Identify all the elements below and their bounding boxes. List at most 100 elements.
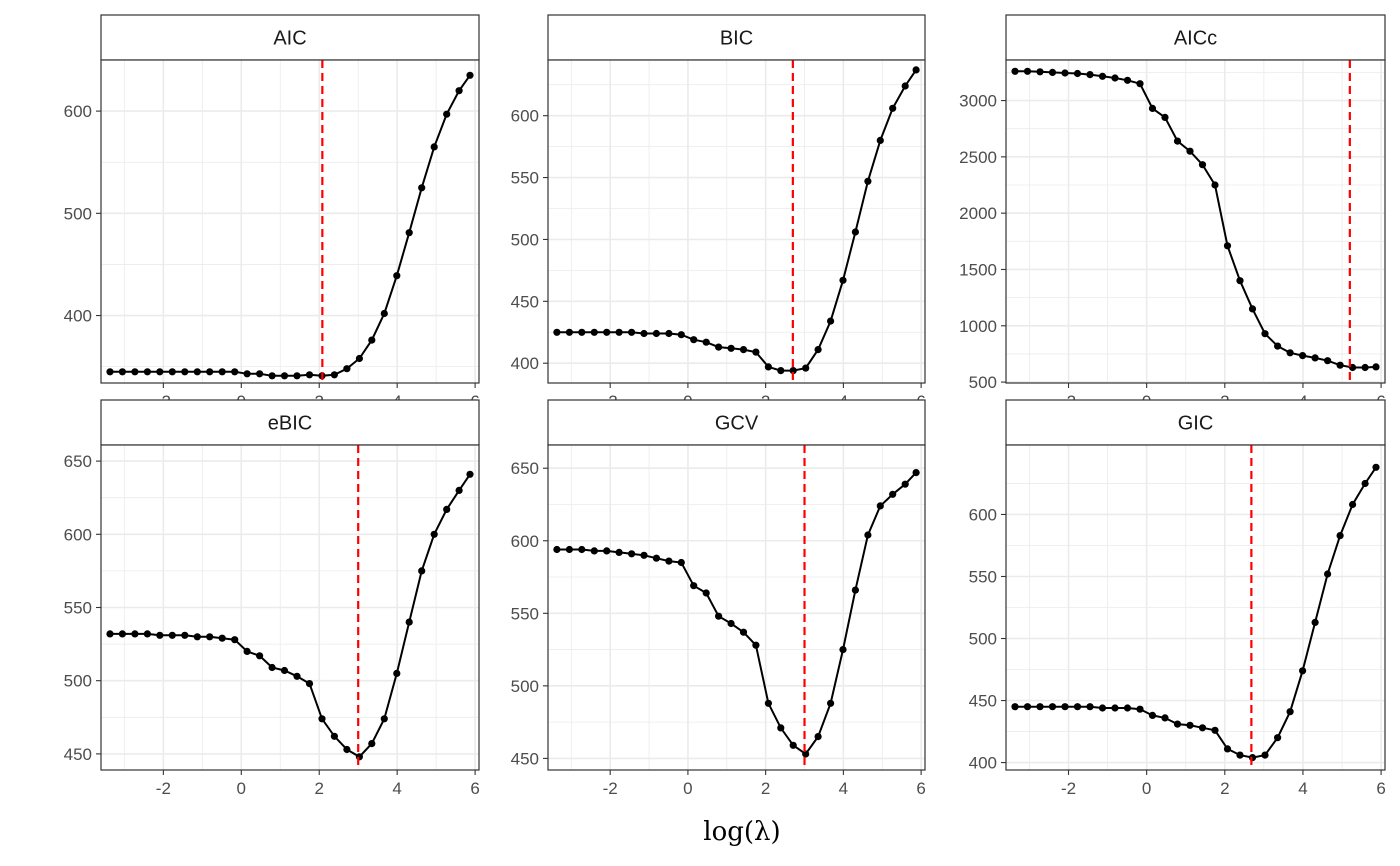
data-point: [1073, 703, 1082, 711]
data-point: [827, 317, 835, 325]
data-point: [789, 367, 797, 375]
y-tick-label: 450: [511, 292, 539, 311]
x-tick-label: -2: [156, 779, 171, 798]
x-tick-label: 4: [392, 779, 401, 798]
x-tick-label: 2: [1220, 779, 1229, 798]
data-point: [1161, 113, 1169, 121]
data-point: [280, 666, 289, 675]
data-point: [1123, 76, 1132, 84]
data-point: [677, 558, 685, 567]
facet-strip: [547, 14, 926, 61]
data-point: [739, 628, 748, 636]
data-point: [393, 669, 401, 678]
data-point: [640, 551, 648, 559]
data-point: [1198, 724, 1207, 732]
data-point: [1336, 532, 1344, 540]
data-point: [603, 547, 611, 555]
data-point: [1223, 242, 1232, 250]
y-tick-label: 450: [969, 692, 997, 711]
panel-border: [1005, 59, 1386, 384]
data-point: [1248, 754, 1257, 762]
data-point: [1211, 726, 1219, 734]
data-point: [368, 740, 376, 748]
data-point: [1311, 354, 1319, 362]
facet-strip: [1005, 14, 1386, 61]
data-point: [343, 365, 351, 373]
y-tick-label: 400: [511, 354, 539, 373]
data-point: [578, 328, 586, 336]
data-point: [1361, 363, 1369, 372]
data-point: [1123, 704, 1132, 712]
facet-title: AIC: [273, 28, 306, 50]
data-point: [1286, 349, 1294, 357]
facet-strip: [547, 399, 926, 446]
data-point: [739, 346, 748, 354]
data-point: [715, 612, 723, 620]
x-tick-label: 2: [314, 779, 323, 798]
x-axis-label: log(λ): [703, 817, 780, 847]
data-point: [864, 177, 872, 185]
data-point: [1261, 751, 1269, 759]
data-point: [590, 328, 598, 336]
data-point: [1111, 704, 1119, 712]
data-point: [889, 104, 897, 112]
data-point: [355, 354, 363, 363]
y-tick-label: 400: [969, 754, 997, 773]
data-point: [1198, 161, 1207, 169]
data-point: [578, 545, 586, 554]
data-point: [218, 368, 226, 376]
facet-title: AICc: [1174, 28, 1217, 50]
data-point: [256, 652, 264, 660]
data-point: [802, 364, 810, 372]
data-point: [1036, 703, 1044, 711]
data-point: [628, 550, 636, 558]
plot-background: [101, 60, 479, 383]
data-point: [243, 647, 251, 656]
data-point: [1048, 68, 1057, 76]
data-point: [1148, 104, 1157, 112]
panel-border: [100, 59, 480, 384]
data-point: [355, 753, 363, 761]
data-point: [1048, 703, 1057, 711]
data-point: [1274, 734, 1282, 742]
y-tick-label: 550: [64, 599, 92, 618]
data-point: [777, 724, 785, 732]
x-tick-label: 2: [761, 779, 770, 798]
panel-gcv: GCV 450 500 550 600 650 -2 0 2 4 6: [511, 399, 926, 798]
data-point: [443, 110, 451, 118]
y-tick-label: 2000: [959, 204, 997, 223]
data-point: [565, 545, 574, 554]
data-point: [814, 733, 822, 741]
data-point: [1236, 751, 1244, 759]
data-point: [901, 82, 909, 90]
data-point: [1148, 711, 1157, 720]
data-point: [1361, 479, 1369, 488]
data-point: [181, 631, 189, 639]
data-point: [156, 368, 164, 376]
data-point: [727, 619, 735, 628]
data-point: [1261, 330, 1269, 338]
data-point: [393, 272, 401, 280]
data-point: [280, 372, 289, 380]
data-point: [1286, 708, 1294, 716]
data-point: [1186, 721, 1194, 729]
y-tick-label: 600: [511, 532, 539, 551]
data-point: [443, 505, 451, 513]
data-point: [330, 732, 338, 740]
data-point: [702, 589, 710, 597]
data-point: [218, 634, 226, 642]
data-point: [1061, 703, 1069, 711]
data-point: [839, 276, 847, 284]
data-point: [206, 368, 214, 376]
y-tick-label: 500: [64, 672, 92, 691]
data-point: [430, 530, 438, 538]
data-point: [206, 633, 214, 641]
data-point: [1036, 68, 1044, 76]
data-point: [677, 331, 685, 339]
data-point: [181, 368, 189, 376]
y-tick-label: 550: [969, 567, 997, 586]
data-point: [640, 329, 648, 338]
data-point: [1023, 703, 1032, 711]
